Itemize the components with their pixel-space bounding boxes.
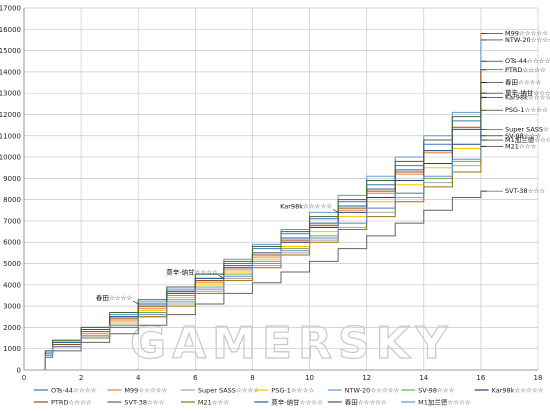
annotation-label-8: Super SASS☆☆☆☆ [505,125,550,133]
x-tick-label-0: 0 [22,374,26,382]
axes-layer: 0100020003000400050006000700080009000100… [0,5,542,383]
y-tick-label-17: 17000 [0,5,21,13]
annotation-leader-13 [332,209,339,213]
annotation-label-12: SVT-38☆☆☆ [505,187,545,195]
legend-label-3: PSG-1☆☆☆☆ [271,387,314,395]
legend-label-5: SV-98☆☆☆ [418,387,454,395]
legend-label-11: 春田☆☆☆☆☆ [345,398,387,407]
y-tick-label-3: 3000 [3,303,21,311]
y-tick-label-11: 11000 [0,132,21,140]
legend-label-9: M21☆☆☆ [198,399,230,407]
annotation-label-0: M99☆☆☆☆☆ [505,30,548,38]
legend-label-8: SVT-38☆☆☆ [124,399,164,407]
annotation-label-6: Kar98k☆☆☆☆☆ [505,93,550,101]
annotation-label-4: 春田☆☆☆☆ [505,78,541,87]
annotation-label-3: PTRD☆☆☆☆ [505,66,546,74]
series-line-8 [44,190,487,370]
y-tick-label-9: 9000 [3,175,21,183]
annotation-leader-15 [218,275,225,279]
annotations-layer: M99☆☆☆☆☆NTW-20☆☆☆☆☆ OTs-44☆☆☆☆PTRD☆☆☆☆ 春田☆… [96,30,550,305]
annotation-label-15: 莫辛-纳甘☆☆☆☆ [166,267,218,276]
y-tick-label-0: 0 [17,367,21,375]
legend-label-2: Super SASS☆☆☆☆ [198,387,260,395]
annotation-label-14: 春田☆☆☆☆ [96,293,132,302]
annotation-label-10: M1加兰德☆☆☆☆ [505,135,550,144]
x-tick-label-9: 18 [534,374,543,382]
y-tick-label-15: 15000 [0,47,21,55]
annotation-label-5: 莫辛-纳甘☆☆☆☆ [505,88,550,97]
y-tick-label-10: 10000 [0,154,21,162]
y-tick-label-14: 14000 [0,68,21,76]
series-line-12 [44,139,487,370]
annotation-leader-14 [133,300,139,305]
series-line-11 [44,82,487,370]
annotation-label-7: PSG-1☆☆☆☆ [505,106,548,114]
x-tick-label-3: 6 [193,374,198,382]
legend-label-7: PTRD☆☆☆☆ [51,399,92,407]
legend-label-10: 莫辛-纳甘☆☆☆☆ [271,398,323,407]
watermark-layer: GAMERSKY [129,317,454,369]
legend-label-1: M99☆☆☆☆☆ [124,387,167,395]
x-tick-label-5: 10 [305,374,314,382]
y-tick-label-16: 16000 [0,26,21,34]
series-layer [44,33,487,370]
x-tick-label-1: 2 [79,374,83,382]
grid-lines [23,7,539,371]
legend: OTs-44☆☆☆☆ M99☆☆☆☆☆ Super SASS☆☆☆☆ PSG-1☆☆☆… [34,387,544,407]
y-tick-label-2: 2000 [3,324,21,332]
y-tick-label-1: 1000 [3,345,21,353]
legend-label-6: Kar98k☆☆☆☆☆ [492,387,544,395]
y-tick-label-8: 8000 [3,196,21,204]
y-tick-label-13: 13000 [0,90,21,98]
x-tick-label-4: 8 [250,374,254,382]
y-tick-label-12: 12000 [0,111,21,119]
legend-label-12: M1加兰德☆☆☆☆ [418,398,471,407]
x-tick-label-2: 4 [136,374,141,382]
x-tick-label-7: 14 [419,374,428,382]
x-tick-label-6: 12 [362,374,371,382]
annotation-label-2: OTs-44☆☆☆☆ [505,57,550,65]
legend-label-4: NTW-20☆☆☆☆☆ [345,387,400,395]
annotation-label-9: SV-98☆☆☆ [505,132,541,140]
y-tick-label-6: 6000 [3,239,21,247]
y-tick-label-5: 5000 [3,260,21,268]
annotation-label-1: NTW-20☆☆☆☆☆ [505,36,550,44]
x-tick-label-8: 16 [476,374,485,382]
y-tick-label-7: 7000 [3,217,21,225]
annotation-label-13: Kar98k☆☆☆☆☆ [280,202,332,210]
legend-label-0: OTs-44☆☆☆☆ [51,387,96,395]
annotation-label-11: M21☆☆☆ [505,142,537,150]
y-tick-label-4: 4000 [3,281,21,289]
watermark-text: GAMERSKY [130,318,454,369]
